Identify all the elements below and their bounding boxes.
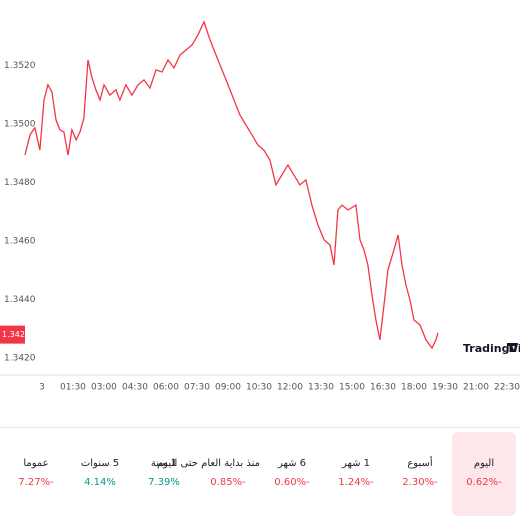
x-tick-label: 22:30 (494, 383, 520, 393)
y-tick-label: 1.3420 (4, 354, 36, 364)
period-change: 0.60%- (274, 477, 310, 488)
x-tick-label: 06:00 (153, 383, 179, 393)
period-tab[interactable]: 5 سنوات 4.14% (68, 432, 132, 516)
last-price-label: 1.3428 (2, 330, 30, 339)
x-tick-label: 10:30 (246, 383, 272, 393)
y-tick-label: 1.3480 (4, 178, 36, 188)
x-tick-label: 19:30 (432, 383, 458, 393)
y-tick-label: 1.3440 (4, 295, 36, 305)
period-label: منذ بداية العام حتى اليوم (157, 458, 260, 469)
period-label: عموما (23, 458, 49, 469)
period-label: اليوم (473, 458, 495, 469)
logo: TradingView (463, 342, 520, 355)
price-line (24, 20, 439, 350)
period-label: 1 سنة (150, 458, 178, 469)
period-label: أسبوع (407, 458, 433, 469)
y-tick-label: 1.3520 (4, 61, 36, 71)
period-tab[interactable]: اليوم 0.62%- (452, 432, 516, 516)
x-tick-label: 18:00 (401, 383, 427, 393)
x-tick-label: 07:30 (184, 383, 210, 393)
x-tick-label: 15:00 (339, 383, 365, 393)
chart: 1.3520 1.3500 1.3480 1.3460 1.3440 1.3420 3 01:… (0, 20, 520, 393)
logo-text: TradingView (463, 342, 520, 355)
x-tick-label: 13:30 (308, 383, 334, 393)
period-change: 7.27%- (18, 477, 54, 488)
x-tick-label: 04:30 (122, 383, 148, 393)
x-tick-label: 03:00 (91, 383, 117, 393)
period-tab[interactable]: أسبوع 2.30%- (388, 432, 452, 516)
period-change: 0.85%- (210, 477, 246, 488)
period-change: 7.39% (148, 477, 180, 488)
logo-icon (507, 343, 518, 352)
performance-bar: اليوم 0.62%- أسبوع 2.30%- 1 شهر 1.24%- 6 شهر 0.… (0, 427, 520, 517)
y-tick-label: 1.3460 (4, 237, 36, 247)
period-tab[interactable]: منذ بداية العام حتى اليوم 0.85%- (157, 432, 260, 516)
y-tick-label: 1.3500 (4, 120, 36, 130)
x-tick-label: 12:00 (277, 383, 303, 393)
period-change: 2.30%- (402, 477, 438, 488)
period-label: 5 سنوات (80, 458, 120, 469)
period-change: 1.24%- (338, 477, 374, 488)
period-tab[interactable]: 1 شهر 1.24%- (324, 432, 388, 516)
period-tab[interactable]: 1 سنة 7.39% (132, 432, 196, 516)
last-price-box (0, 325, 25, 344)
x-tick-label: 21:00 (463, 383, 489, 393)
period-tab[interactable]: عموما 7.27%- (4, 432, 68, 516)
period-label: 1 شهر (341, 458, 371, 469)
period-change: 0.62%- (466, 477, 502, 488)
x-tick-label: 01:30 (60, 383, 86, 393)
x-tick-label: 16:30 (370, 383, 396, 393)
period-tab[interactable]: 6 شهر 0.60%- (260, 432, 324, 516)
x-tick-label: 3 (39, 383, 45, 393)
period-change: 4.14% (84, 477, 116, 488)
period-label: 6 شهر (277, 458, 307, 469)
x-tick-label: 09:00 (215, 383, 241, 393)
